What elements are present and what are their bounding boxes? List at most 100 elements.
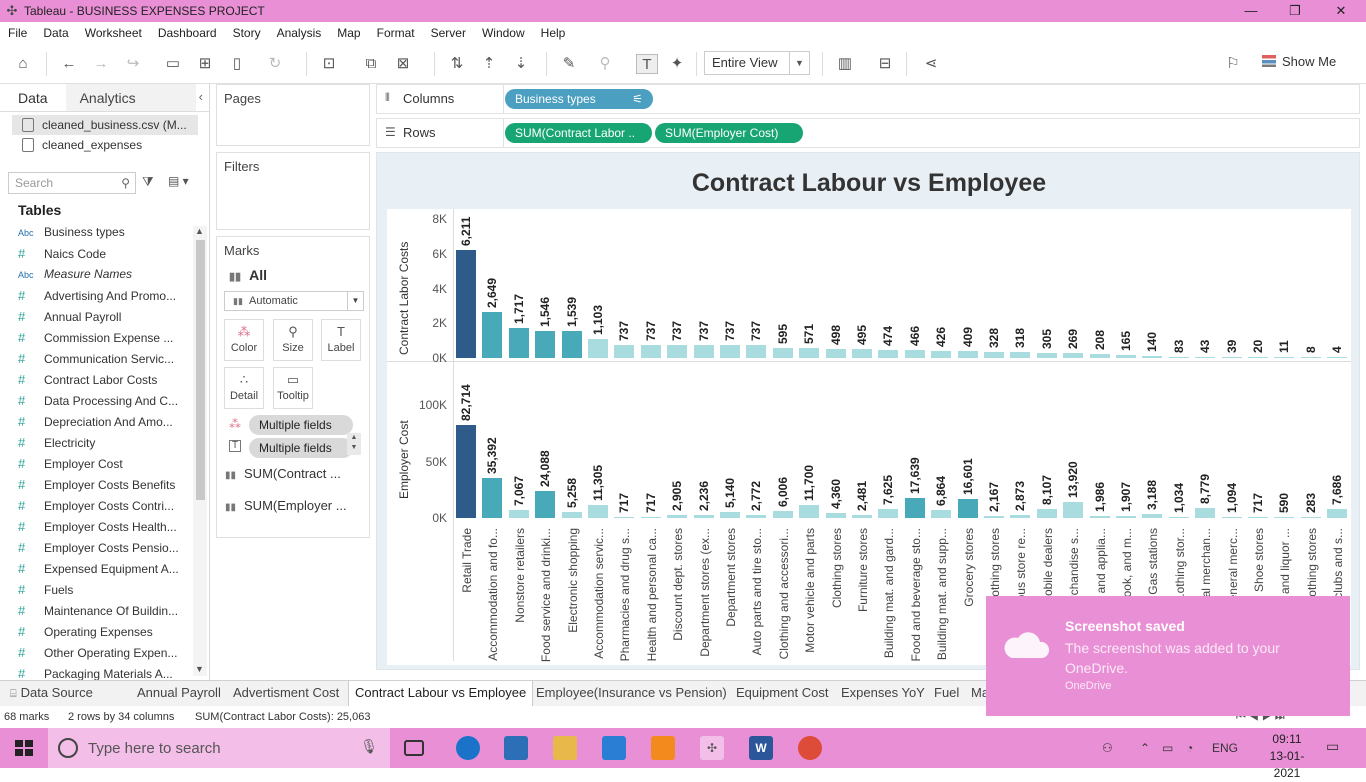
- bar[interactable]: [1063, 353, 1084, 358]
- tab-analytics[interactable]: Analytics: [65, 84, 196, 111]
- taskbar-search-input[interactable]: Type here to search 🎙: [48, 728, 390, 768]
- bar[interactable]: [561, 512, 582, 518]
- menu-data[interactable]: Data: [43, 26, 69, 40]
- share-icon[interactable]: ⋖: [924, 55, 938, 72]
- bar[interactable]: [852, 515, 872, 518]
- tab-equipment-cost[interactable]: Equipment Cost: [736, 685, 829, 700]
- sort-descending-icon[interactable]: ⇣: [514, 55, 528, 72]
- bar[interactable]: [693, 515, 714, 518]
- bar[interactable]: [825, 513, 846, 518]
- minimize-button[interactable]: —: [1244, 3, 1258, 18]
- menu-help[interactable]: Help: [540, 26, 566, 40]
- tableau-taskbar-icon[interactable]: ✣: [700, 736, 724, 760]
- bar[interactable]: [482, 478, 503, 518]
- bar[interactable]: [746, 514, 767, 518]
- marks-field-contract[interactable]: ▮▮ SUM(Contract ...: [225, 466, 365, 481]
- bar[interactable]: [1327, 357, 1348, 358]
- bar[interactable]: [1300, 357, 1321, 358]
- field-item[interactable]: # Contract Labor Costs: [18, 369, 190, 390]
- bar[interactable]: [799, 348, 820, 358]
- tab-employee-insurance-vs-pension[interactable]: Employee(Insurance vs Pension): [536, 685, 727, 700]
- field-item[interactable]: # Commission Expense ...: [18, 327, 190, 348]
- bar[interactable]: [931, 350, 952, 358]
- bar[interactable]: [1274, 357, 1295, 358]
- field-item[interactable]: # Depreciation And Amo...: [18, 411, 190, 432]
- color-field-pill[interactable]: Multiple fields: [249, 415, 353, 435]
- close-button[interactable]: ✕: [1335, 3, 1347, 18]
- bar[interactable]: [1010, 514, 1031, 518]
- format-paint-icon[interactable]: ⚐: [1226, 55, 1240, 72]
- language-indicator[interactable]: ENG: [1212, 741, 1239, 755]
- bar[interactable]: [588, 505, 608, 518]
- field-item[interactable]: # Maintenance Of Buildin...: [18, 600, 190, 621]
- mail-icon[interactable]: [602, 736, 626, 760]
- field-item[interactable]: Abc Measure Names: [18, 264, 190, 285]
- word-icon[interactable]: W: [749, 736, 773, 760]
- maximize-button[interactable]: ❐: [1289, 3, 1301, 18]
- pages-card[interactable]: Pages: [216, 84, 370, 146]
- collapse-icon[interactable]: ‹: [198, 89, 203, 104]
- bar[interactable]: [456, 424, 476, 518]
- edge-icon[interactable]: [456, 736, 480, 760]
- bar[interactable]: [746, 345, 767, 358]
- tray-expand-icon[interactable]: ⌃: [1140, 741, 1151, 755]
- swap-axes-icon[interactable]: ⇅: [450, 55, 464, 72]
- field-item[interactable]: # Employer Costs Benefits: [18, 474, 190, 495]
- rows-pill-employer[interactable]: SUM(Employer Cost): [655, 123, 803, 143]
- label-field-pill[interactable]: Multiple fields: [249, 438, 353, 458]
- field-item[interactable]: # Expensed Equipment A...: [18, 558, 190, 579]
- tab-data-source[interactable]: ⌸ Data Source: [10, 685, 93, 701]
- filters-card[interactable]: Filters: [216, 152, 370, 230]
- field-item[interactable]: # Employer Costs Contri...: [18, 495, 190, 516]
- bar[interactable]: [508, 510, 529, 518]
- fit-dropdown[interactable]: Entire View ▼: [704, 51, 810, 75]
- people-icon[interactable]: ⚇: [1102, 741, 1113, 755]
- file-explorer-icon[interactable]: [553, 736, 577, 760]
- marks-all[interactable]: ▮▮ All: [229, 267, 267, 283]
- menu-worksheet[interactable]: Worksheet: [84, 26, 142, 40]
- menu-window[interactable]: Window: [481, 26, 525, 40]
- scrollbar-thumb[interactable]: [196, 240, 205, 500]
- tab-expenses-yoy[interactable]: Expenses YoY: [841, 685, 925, 700]
- bar[interactable]: [878, 509, 899, 518]
- redo-icon[interactable]: →: [93, 55, 109, 72]
- bar[interactable]: [535, 490, 556, 518]
- bar[interactable]: [1195, 357, 1216, 358]
- bar[interactable]: [561, 331, 582, 358]
- bar[interactable]: [931, 510, 952, 518]
- bar[interactable]: [588, 338, 608, 358]
- bar[interactable]: [1327, 509, 1348, 518]
- bar[interactable]: [508, 328, 529, 358]
- bar[interactable]: [1142, 514, 1163, 518]
- datasource-item[interactable]: cleaned_expenses: [12, 135, 142, 155]
- field-item[interactable]: # Employer Costs Pensio...: [18, 537, 190, 558]
- field-item[interactable]: # Operating Expenses: [18, 621, 190, 642]
- bar[interactable]: [1168, 516, 1189, 518]
- bar[interactable]: [957, 350, 978, 358]
- bar[interactable]: [1248, 357, 1268, 358]
- pause-updates-icon[interactable]: ▯: [232, 55, 242, 72]
- tab-fuel[interactable]: Fuel: [934, 685, 960, 700]
- field-item[interactable]: # Naics Code: [18, 243, 190, 264]
- show-me-button[interactable]: Show Me: [1262, 54, 1336, 69]
- bar[interactable]: [1195, 508, 1216, 518]
- bar[interactable]: [984, 352, 1004, 358]
- bar[interactable]: [667, 345, 688, 358]
- mini-scrollbar[interactable]: ▲ ▼: [347, 433, 361, 455]
- tab-data[interactable]: Data: [0, 84, 66, 111]
- duplicate-sheet-icon[interactable]: ⧉: [365, 55, 377, 72]
- menu-map[interactable]: Map: [337, 26, 361, 40]
- bar[interactable]: [693, 345, 714, 358]
- chrome-icon[interactable]: [798, 736, 822, 760]
- field-item[interactable]: # Packaging Materials A...: [18, 663, 190, 684]
- store-icon[interactable]: [504, 736, 528, 760]
- highlight-icon[interactable]: ✎: [562, 55, 576, 72]
- color-button[interactable]: ⁂ Color: [224, 319, 264, 361]
- bar[interactable]: [984, 515, 1004, 518]
- onedrive-notification[interactable]: Screenshot saved The screenshot was adde…: [986, 596, 1350, 716]
- field-item[interactable]: # Annual Payroll: [18, 306, 190, 327]
- columns-pill[interactable]: Business types ⚟: [505, 89, 653, 109]
- sort-ascending-icon[interactable]: ⇡: [482, 55, 496, 72]
- field-item[interactable]: # Employer Costs Health...: [18, 516, 190, 537]
- field-item[interactable]: # Other Operating Expen...: [18, 642, 190, 663]
